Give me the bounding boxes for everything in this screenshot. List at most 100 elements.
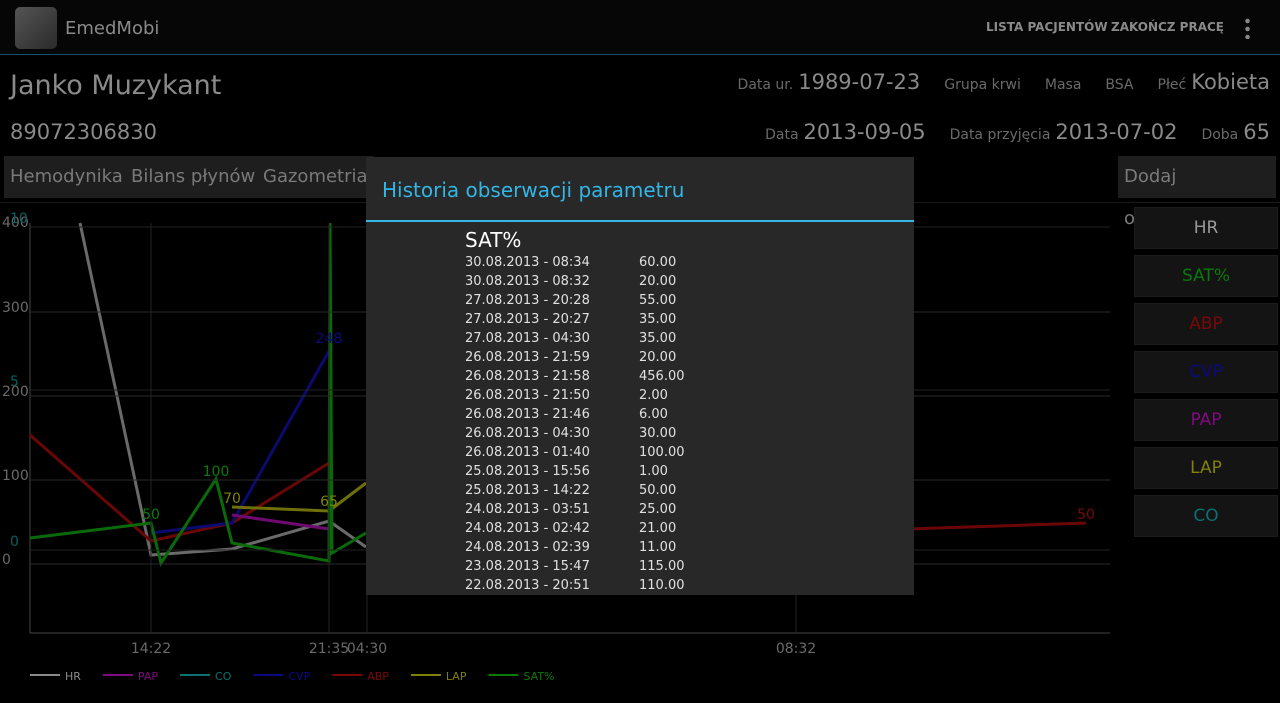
row-date: 30.08.2013 - 08:34 (465, 255, 590, 270)
row-date: 24.08.2013 - 02:42 (465, 521, 590, 536)
tab[interactable]: Hemodynika (4, 156, 129, 198)
patient-name: Janko Muzykant (10, 70, 222, 101)
tab[interactable]: Bilans płynów (125, 156, 262, 198)
field: BSA (1105, 74, 1133, 93)
row-value: 60.00 (639, 255, 677, 270)
parameter-button[interactable]: HR (1134, 207, 1278, 249)
parameter-button[interactable]: CO (1134, 495, 1278, 537)
row-date: 26.08.2013 - 01:40 (465, 445, 590, 460)
field: Masa (1045, 74, 1082, 93)
field: Data przyjęcia 2013-07-02 (950, 120, 1178, 144)
row-value: 35.00 (639, 312, 677, 327)
tab[interactable]: Gazometria (257, 156, 374, 198)
hr-line (78, 222, 367, 557)
field: Doba 65 (1201, 120, 1270, 144)
y-tick-label: 400 (2, 215, 29, 231)
legend-label: PAP (138, 670, 158, 683)
action[interactable]: ZAKOŃCZ PRACĘ (1111, 20, 1225, 34)
app-bar (0, 0, 1280, 55)
row-value: 55.00 (639, 293, 677, 308)
overflow-menu[interactable] (1245, 17, 1250, 39)
x-tick-label: 21:35 (309, 641, 349, 657)
dialog-divider (366, 220, 914, 222)
row-value: 11.00 (639, 540, 677, 555)
y-tick-label: 100 (2, 468, 29, 484)
field-value: 65 (1243, 120, 1270, 144)
legend-label: CVP (288, 670, 310, 683)
row-date: 26.08.2013 - 21:59 (465, 350, 590, 365)
field-value: 1989-07-23 (798, 70, 921, 94)
row-value: 20.00 (639, 274, 677, 289)
row-date: 27.08.2013 - 04:30 (465, 331, 590, 346)
y2-tick-label: 10 (10, 211, 28, 227)
row-value: 6.00 (639, 407, 668, 422)
point-label: 70 (223, 491, 241, 507)
point-label: 100 (203, 464, 230, 480)
field: Data 2013-09-05 (765, 120, 925, 144)
row-value: 110.00 (639, 578, 685, 593)
row-date: 27.08.2013 - 20:28 (465, 293, 590, 308)
field-label: Grupa krwi (944, 77, 1021, 93)
y-tick-label: 200 (2, 384, 29, 400)
cvp-line (150, 350, 331, 535)
dialog: Historia obserwacji parametru SAT% 30.08… (366, 157, 914, 595)
field-label: BSA (1105, 77, 1134, 93)
field-label: Data przyjęcia (949, 127, 1051, 143)
row-date: 26.08.2013 - 04:30 (465, 426, 590, 441)
row-value: 1.00 (639, 464, 668, 479)
row-date: 30.08.2013 - 08:32 (465, 274, 590, 289)
x-tick-label: 14:22 (131, 641, 171, 657)
parameter-button[interactable]: CVP (1134, 351, 1278, 393)
row-value: 115.00 (639, 559, 685, 574)
legend-label: LAP (446, 670, 467, 683)
field-label: Masa (1044, 77, 1082, 93)
field: Data ur. 1989-07-23 (738, 70, 921, 94)
y-tick-label: 300 (2, 300, 29, 316)
parameter-name: SAT% (465, 228, 522, 252)
point-label: 50 (1077, 507, 1095, 523)
row-value: 21.00 (639, 521, 677, 536)
parameter-button[interactable]: SAT% (1134, 255, 1278, 297)
patient-id: 89072306830 (10, 120, 157, 144)
parameter-button[interactable]: PAP (1134, 399, 1278, 441)
row-date: 24.08.2013 - 02:39 (465, 540, 590, 555)
sat-line (29, 222, 367, 567)
app-title: EmedMobi (65, 18, 160, 39)
parameter-button[interactable]: ABP (1134, 303, 1278, 345)
row-value: 30.00 (639, 426, 677, 441)
app-icon (15, 7, 57, 49)
field-label: Doba (1201, 127, 1239, 143)
field-value: Kobieta (1191, 70, 1270, 94)
x-tick-label: 04:30 (347, 641, 387, 657)
parameter-button[interactable]: LAP (1134, 447, 1278, 489)
field-label: Data (765, 127, 799, 143)
legend-label: HR (65, 670, 81, 683)
row-date: 26.08.2013 - 21:58 (465, 369, 590, 384)
row-value: 50.00 (639, 483, 677, 498)
row-value: 2.00 (639, 388, 668, 403)
patient-fields: Data 2013-09-05 Data przyjęcia 2013-07-02 Do… (765, 120, 1270, 144)
point-label: 248 (316, 331, 343, 347)
row-value: 20.00 (639, 350, 677, 365)
row-value: 25.00 (639, 502, 677, 517)
dialog-title: Historia obserwacji parametru (382, 178, 685, 202)
y2-tick-label: 0 (10, 534, 19, 550)
y-tick-label: 0 (2, 552, 11, 568)
add-button[interactable]: Dodaj obserwacje (1118, 156, 1276, 229)
point-label: 65 (320, 494, 338, 510)
row-date: 26.08.2013 - 21:46 (465, 407, 590, 422)
field-label: Płeć (1157, 77, 1187, 93)
field: Grupa krwi (944, 74, 1021, 93)
row-date: 24.08.2013 - 03:51 (465, 502, 590, 517)
y2-tick-label: 5 (10, 374, 19, 390)
action[interactable]: LISTA PACJENTÓW (986, 20, 1108, 34)
legend-label: ABP (367, 670, 389, 683)
x-tick-label: 08:32 (776, 641, 816, 657)
row-value: 456.00 (639, 369, 685, 384)
row-date: 23.08.2013 - 15:47 (465, 559, 590, 574)
row-date: 25.08.2013 - 15:56 (465, 464, 590, 479)
field-value: 2013-09-05 (803, 120, 926, 144)
legend-label: SAT% (523, 670, 554, 683)
abp-line (29, 433, 330, 543)
